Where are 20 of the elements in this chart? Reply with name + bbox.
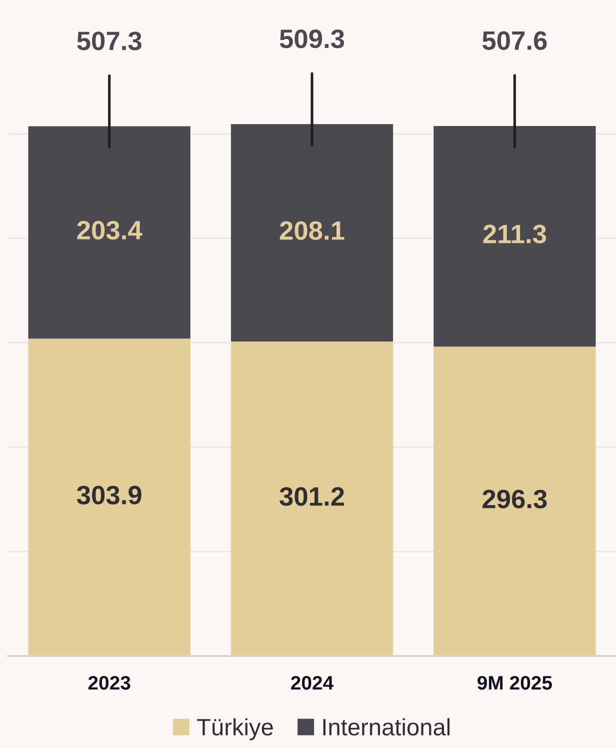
data-label: 303.9 [76, 486, 142, 504]
total-label: 507.3 [77, 32, 142, 50]
data-label: 211.3 [483, 224, 546, 244]
data-label: 301.2 [280, 487, 344, 506]
legend-label: Türkiye [197, 718, 273, 740]
data-label: 296.3 [482, 490, 547, 508]
bar [230, 341, 394, 656]
data-label: 208.1 [280, 221, 344, 240]
bar [434, 346, 596, 656]
bar [230, 124, 394, 342]
x-tick-label: 9M 2025 [478, 676, 552, 690]
x-tick-label: 2024 [291, 676, 334, 690]
data-label: 203.4 [77, 220, 142, 240]
total-label: 507.6 [482, 31, 547, 50]
bar [28, 338, 190, 656]
bar [434, 126, 596, 347]
total-label: 509.3 [280, 29, 344, 48]
bar [28, 126, 190, 339]
legend-label: International [323, 718, 450, 736]
x-tick-label: 2023 [88, 676, 130, 690]
